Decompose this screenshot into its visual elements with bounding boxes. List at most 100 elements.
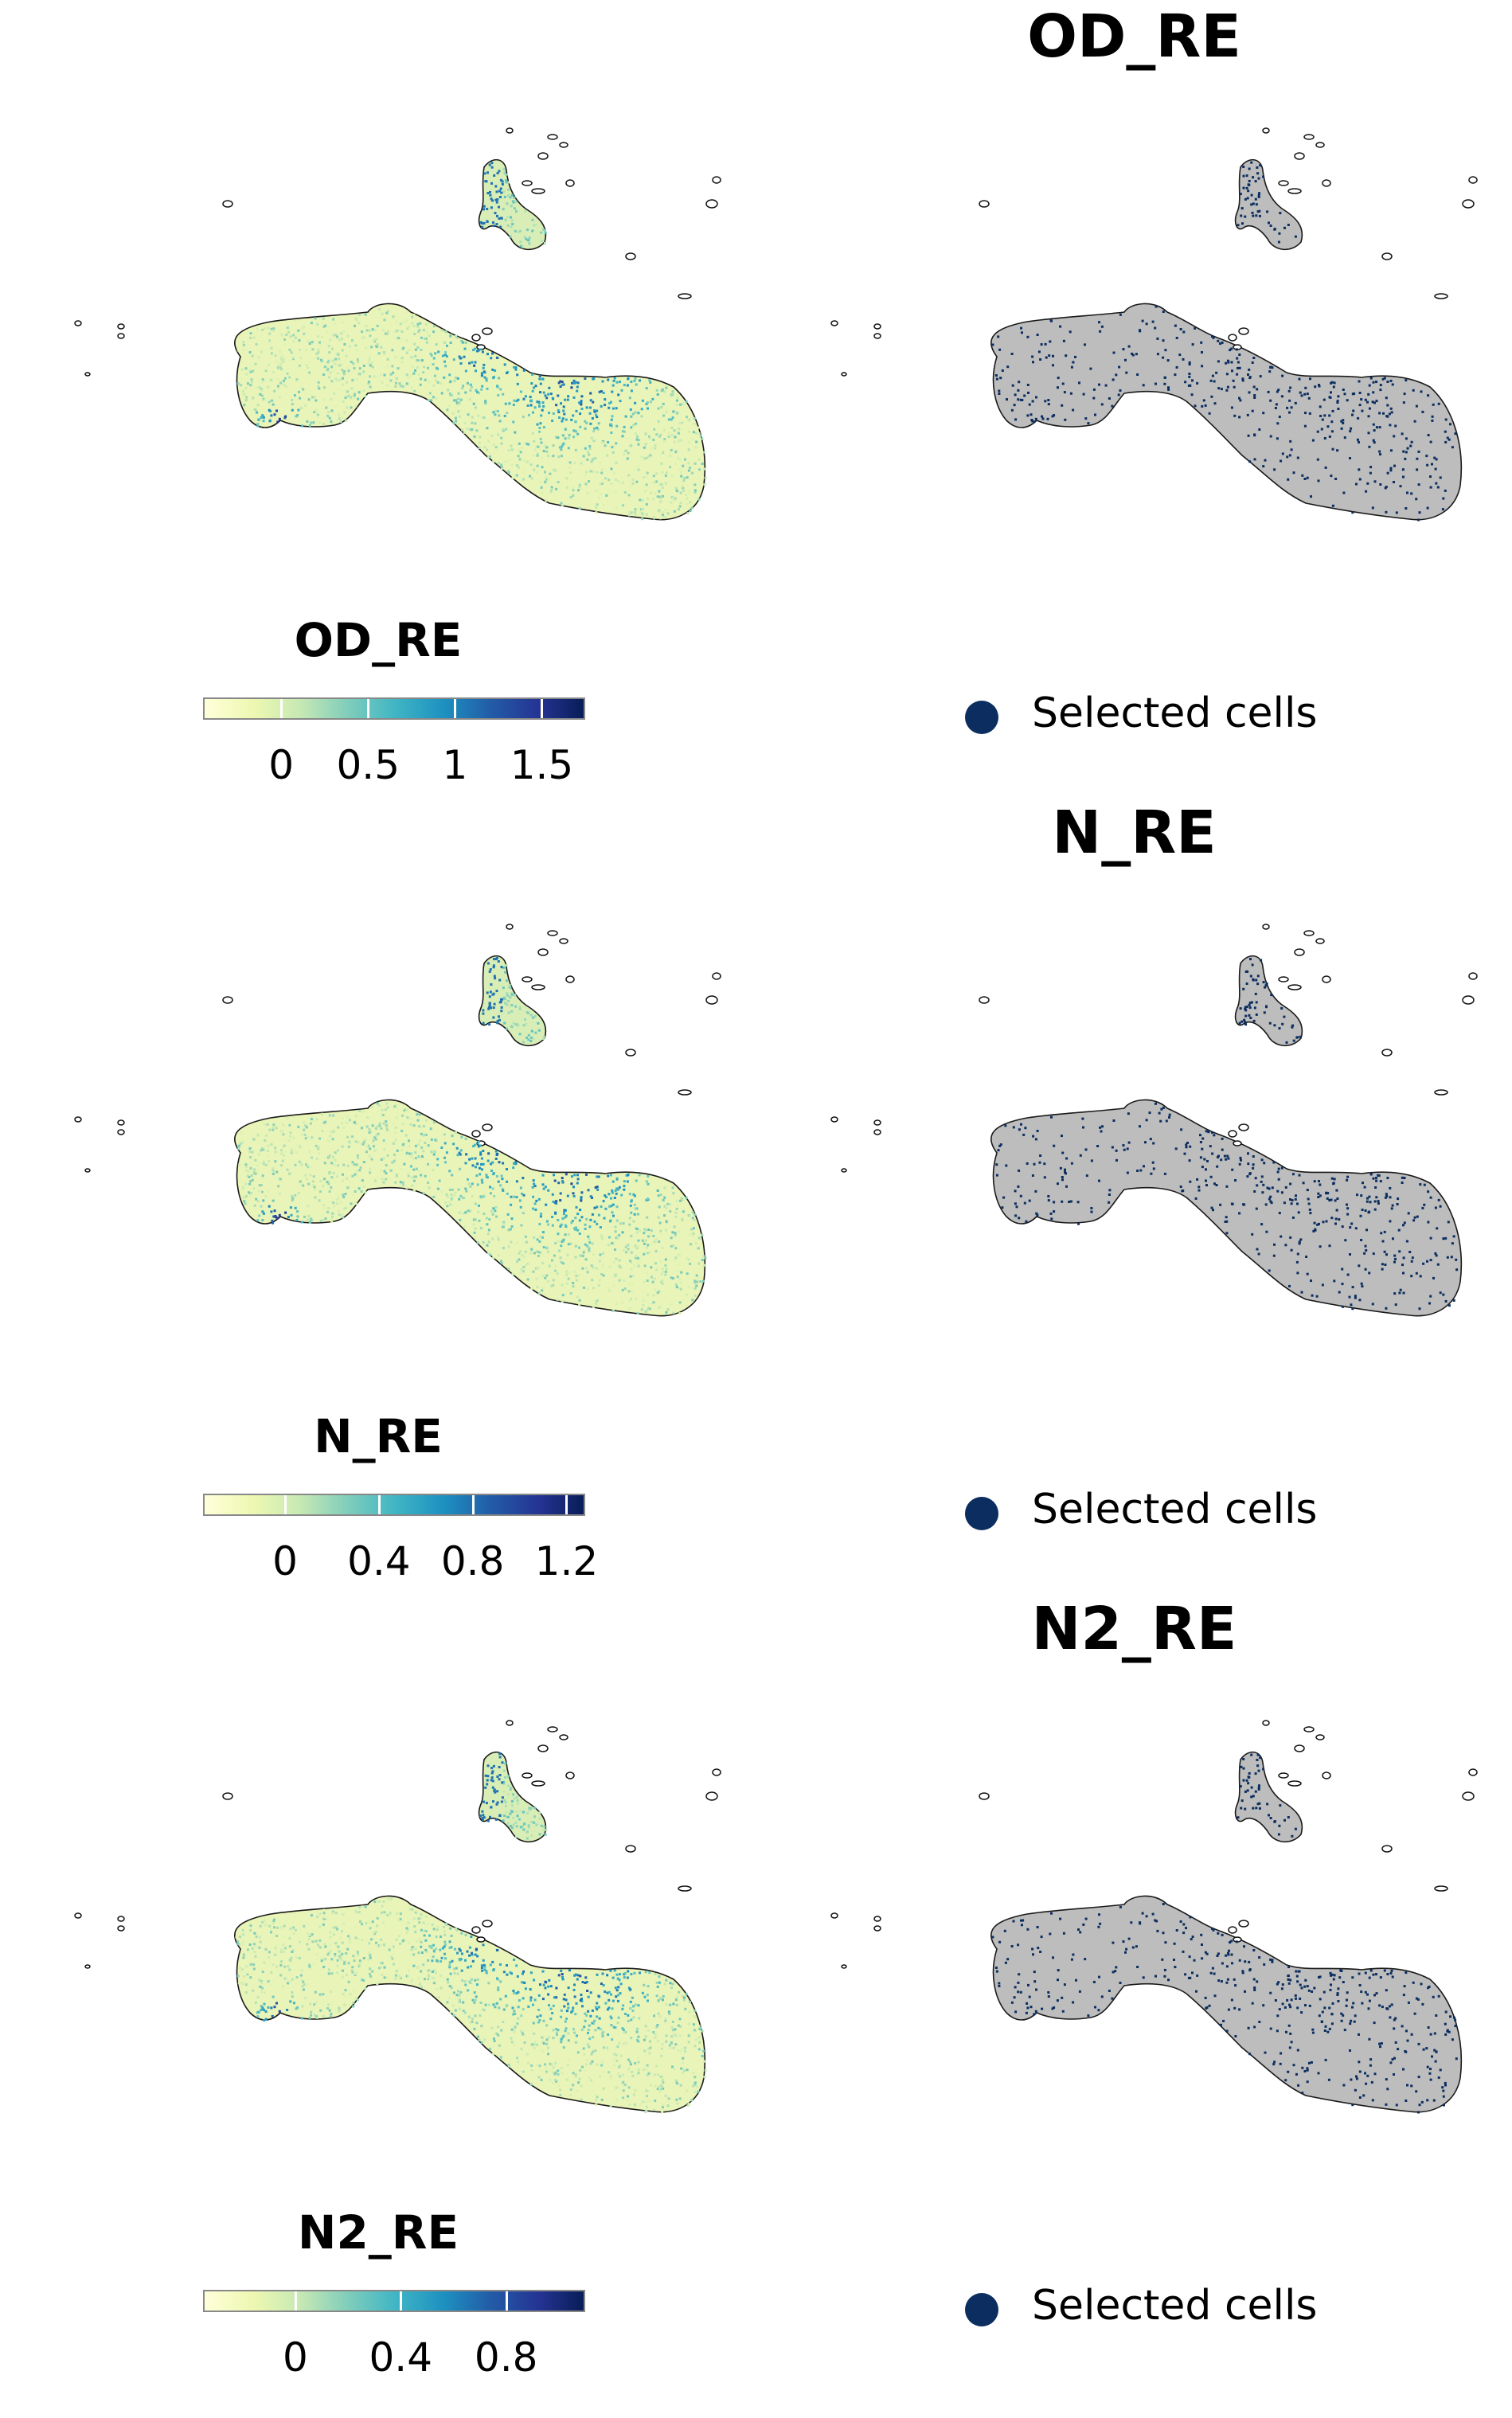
cell-cloud-upper (1234, 1751, 1303, 1843)
cell-cluster-small (565, 975, 575, 983)
cell-cluster-small (117, 1129, 125, 1135)
cell-cluster-small (1278, 1772, 1289, 1779)
cell-cluster-small (74, 1912, 82, 1919)
cell-cluster-small (1278, 976, 1289, 982)
cell-cluster-small (522, 180, 533, 186)
cell-cluster-small (705, 1791, 718, 1801)
colorbar-tick-label: 1.2 (534, 1538, 599, 1584)
cell-cluster-small (841, 1964, 847, 1969)
cell-cloud-upper (1234, 955, 1303, 1047)
cell-cluster-small (1315, 938, 1325, 944)
cell-cluster-small (705, 995, 718, 1005)
plot-title: N2_RE (1031, 1595, 1237, 1663)
cell-cluster-small (537, 1744, 549, 1752)
colorbar-tick (454, 699, 457, 718)
colorbar-tick (367, 699, 370, 718)
cell-cluster-small (830, 1116, 838, 1123)
colorbar-tick-label: 0.4 (369, 2334, 433, 2381)
cell-cluster-small (1468, 972, 1478, 980)
cell-cluster-small (1462, 995, 1475, 1005)
embedding-plot (74, 924, 721, 1317)
cell-cluster-small (979, 1792, 990, 1800)
colorbar-tick-label: 0 (272, 1538, 298, 1584)
cell-cluster-small (476, 1936, 486, 1943)
colorbar (203, 1494, 585, 1516)
cell-cluster-small (1322, 179, 1331, 187)
cell-points (236, 162, 707, 521)
cell-cluster-small (1262, 1720, 1270, 1726)
cell-cluster-small (705, 199, 718, 209)
cell-cluster-small (1294, 948, 1305, 956)
cell-cloud-main (990, 303, 1463, 521)
legend-marker (965, 1497, 998, 1530)
colorbar-tick (280, 699, 283, 718)
colorbar-title: N_RE (314, 1409, 443, 1463)
cell-cluster-small (547, 930, 558, 936)
cell-cluster-small (1233, 1140, 1242, 1146)
colorbar-tick-label: 0.8 (440, 1538, 505, 1584)
cell-cluster-small (547, 1726, 558, 1732)
cell-cluster-small (841, 1168, 847, 1173)
feature-plot-n2: N2_RE 0 0.4 0.8 (0, 1592, 756, 2389)
cell-cluster-small (471, 1130, 481, 1138)
cell-cluster-small (1287, 188, 1302, 194)
colorbar-tick-label: 0.5 (336, 742, 400, 788)
colorbar-title: OD_RE (294, 613, 463, 667)
cell-cluster-small (559, 1734, 568, 1740)
cell-cluster-small (830, 320, 838, 326)
plot-title: N_RE (1052, 799, 1217, 867)
cell-cluster-small (1262, 924, 1270, 930)
cell-cluster-small (1287, 984, 1302, 990)
legend-label: Selected cells (1032, 1486, 1318, 1533)
colorbar-tick-label: 0 (268, 742, 295, 788)
cell-cluster-small (1322, 1772, 1331, 1779)
legend-label: Selected cells (1032, 689, 1318, 737)
cell-cluster-small (117, 333, 125, 339)
cell-cloud-upper (478, 1751, 547, 1843)
cell-cluster-small (625, 252, 636, 260)
cell-cluster-small (565, 1772, 575, 1779)
cell-cluster-small (979, 996, 990, 1004)
cell-cluster-small (1238, 1920, 1249, 1928)
feature-plot-n: N_RE 0 0.4 0.8 1.2 (0, 796, 756, 1592)
cell-cluster-small (1303, 930, 1315, 936)
cell-cluster-small (841, 372, 847, 377)
cell-points (991, 1753, 1458, 2114)
cell-cluster-small (873, 1119, 881, 1126)
cell-cluster-small (1294, 152, 1305, 160)
colorbar-tick (377, 1495, 381, 1514)
cell-cluster-small (74, 320, 82, 326)
embedding-plot (830, 924, 1478, 1317)
selection-plot-n2: N2_RE Selected cells (756, 1592, 1512, 2389)
cell-cluster-small (522, 1772, 533, 1779)
cell-cluster-small (531, 1780, 545, 1787)
cell-cluster-small (1294, 1744, 1305, 1752)
plot-title: OD_RE (1027, 2, 1241, 71)
cell-cluster-small (506, 1720, 514, 1726)
panel-row-od: OD_RE 0 0.5 1 1.5 OD_RE Selected cells (0, 0, 1512, 796)
cell-cluster-small (117, 1119, 125, 1126)
colorbar-tick-label: 0 (282, 2334, 308, 2381)
cell-cluster-small (482, 327, 493, 335)
cell-cluster-small (1468, 176, 1478, 184)
cell-cluster-small (1462, 199, 1475, 209)
colorbar-tick-label: 1 (442, 742, 468, 788)
cell-cloud-main (233, 1895, 706, 2113)
cell-cluster-small (522, 976, 533, 982)
cell-cluster-small (1238, 327, 1249, 335)
cell-cluster-small (1322, 975, 1331, 983)
cell-cloud-main (233, 1099, 706, 1317)
cell-cluster-small (565, 179, 575, 187)
cell-cluster-small (84, 1964, 91, 1969)
cell-cluster-small (117, 1916, 125, 1922)
cell-points (235, 1752, 707, 2114)
feature-plot-od: OD_RE 0 0.5 1 1.5 (0, 0, 756, 796)
cell-cluster-small (531, 188, 545, 194)
cell-cluster-small (84, 1168, 91, 1173)
cell-cluster-small (830, 1912, 838, 1919)
cell-cluster-small (222, 1792, 233, 1800)
cell-cluster-small (1434, 293, 1448, 299)
cell-cluster-small (1228, 1926, 1237, 1934)
legend-marker (965, 2293, 998, 2326)
cell-cluster-small (117, 323, 125, 330)
